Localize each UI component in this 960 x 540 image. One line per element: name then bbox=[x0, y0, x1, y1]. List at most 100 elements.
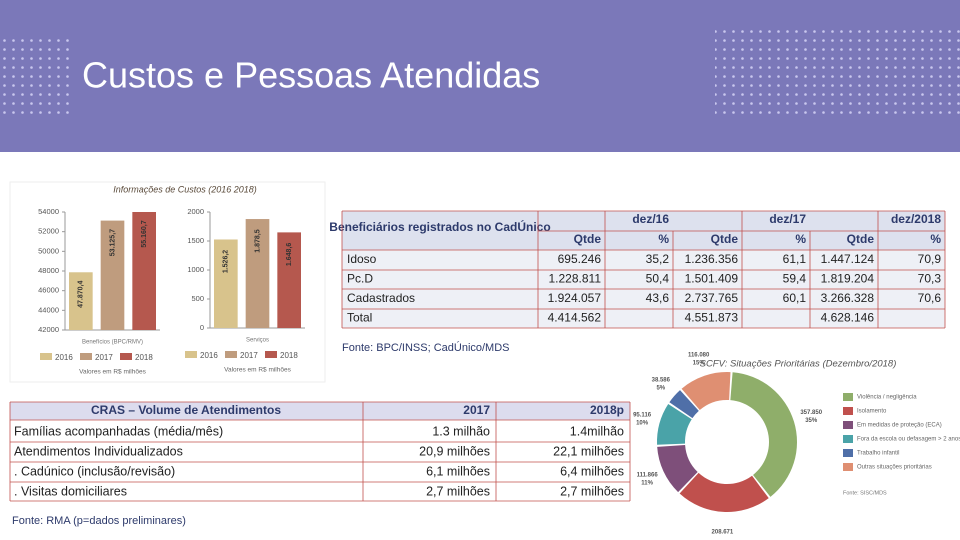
legend-label: Isolamento bbox=[857, 409, 887, 415]
subtitle: Benefícios (BPC/RMV) bbox=[82, 340, 143, 346]
table-cell: 35,2 bbox=[646, 252, 670, 266]
bar bbox=[214, 239, 238, 328]
segment-count: 357.850 bbox=[800, 410, 822, 416]
table-cell: . Cadúnico (inclusão/revisão) bbox=[14, 464, 175, 478]
legend-label: 2017 bbox=[95, 353, 113, 362]
table-cell: 22,1 milhões bbox=[553, 444, 624, 458]
table-cell: 1.3 milhão bbox=[432, 424, 490, 438]
table-cell: 1.819.204 bbox=[821, 272, 875, 286]
legend-swatch bbox=[843, 435, 853, 443]
table-title: Beneficiários registrados no CadÚnico bbox=[329, 219, 550, 234]
legend-swatch bbox=[225, 351, 237, 358]
table-cell: 2,7 milhões bbox=[560, 484, 624, 498]
donut-segment bbox=[681, 372, 731, 411]
column-header: Qtde bbox=[847, 232, 875, 246]
value-label: 1.526,2 bbox=[223, 250, 230, 273]
table-header bbox=[10, 402, 630, 420]
table-cell: Cadastrados bbox=[347, 291, 415, 305]
table-source: Fonte: BPC/INSS; CadÚnico/MDS bbox=[342, 341, 510, 354]
donut-segment bbox=[656, 404, 692, 445]
donut-segment bbox=[657, 444, 698, 493]
legend-swatch bbox=[843, 421, 853, 429]
table-cell: 2,7 milhões bbox=[426, 484, 490, 498]
table-cell: 70,9 bbox=[918, 252, 942, 266]
legend-label: 2018 bbox=[135, 353, 153, 362]
table-cell: Famílias acompanhadas (média/mês) bbox=[14, 424, 223, 438]
legend-label: 2018 bbox=[280, 351, 298, 360]
y-tick-label: 46000 bbox=[38, 286, 59, 295]
legend-label: 2016 bbox=[200, 351, 218, 360]
segment-count: 38.586 bbox=[652, 378, 671, 384]
table-cell: 4.628.146 bbox=[821, 311, 875, 325]
legend-label: 2017 bbox=[240, 351, 258, 360]
table-cell: Atendimentos Individualizados bbox=[14, 444, 183, 458]
bar bbox=[277, 232, 301, 328]
table-cell: Pc.D bbox=[347, 272, 373, 286]
chart-title: Informações de Custos (2016 2018) bbox=[113, 184, 257, 194]
table-cell: 2.737.765 bbox=[685, 291, 739, 305]
column-header: Qtde bbox=[711, 232, 739, 246]
table-cell: 1.447.124 bbox=[821, 252, 875, 266]
value-label: 1.648,6 bbox=[286, 243, 293, 266]
legend-swatch bbox=[80, 353, 92, 360]
segment-percent: 5% bbox=[656, 386, 665, 392]
y-tick-label: 48000 bbox=[38, 266, 59, 275]
table-cell: 1.236.356 bbox=[685, 252, 739, 266]
column-header: Qtde bbox=[574, 232, 602, 246]
caption: Valores em R$ milhões bbox=[79, 369, 146, 376]
legend-label: Trabalho infantil bbox=[857, 451, 899, 457]
bar bbox=[245, 219, 270, 328]
y-tick-label: 42000 bbox=[38, 325, 59, 334]
period-header: 2018p bbox=[590, 403, 624, 417]
legend-label: Fora da escola ou defasagem > 2 anos bbox=[857, 437, 960, 443]
table-cell: 43,6 bbox=[646, 291, 670, 305]
column-header: % bbox=[658, 232, 669, 246]
source: Fonte: SISC/MDS bbox=[843, 490, 887, 496]
legend-label: Violência / negligência bbox=[857, 395, 917, 401]
value-label: 53.125,7 bbox=[109, 229, 116, 256]
period-header: dez/16 bbox=[632, 212, 669, 226]
table-cell: 4.414.562 bbox=[548, 311, 602, 325]
segment-percent: 10% bbox=[636, 420, 649, 426]
chart-title: SCFV: Situações Prioritárias (Dezembro/2… bbox=[700, 359, 897, 370]
table-cell: 4.551.873 bbox=[685, 311, 739, 325]
table-cell: 1.501.409 bbox=[685, 272, 739, 286]
value-label: 1.878,5 bbox=[254, 229, 261, 252]
donut-segment bbox=[679, 472, 769, 512]
dots bbox=[715, 30, 960, 120]
segment-percent: 15% bbox=[693, 360, 706, 366]
legend-swatch bbox=[40, 353, 52, 360]
legend-swatch bbox=[185, 351, 197, 358]
y-tick-label: 52000 bbox=[38, 227, 59, 236]
donut-segment bbox=[730, 372, 797, 497]
donut-segment bbox=[669, 390, 699, 419]
table-cell: 1.924.057 bbox=[548, 291, 602, 305]
legend-swatch bbox=[843, 393, 853, 401]
y-tick-label: 500 bbox=[191, 294, 204, 303]
bars bbox=[69, 212, 156, 330]
table-cell: 6,1 milhões bbox=[426, 464, 490, 478]
segment-percent: 35% bbox=[805, 418, 818, 424]
legend-swatch bbox=[843, 463, 853, 471]
legend-swatch bbox=[843, 407, 853, 415]
y-tick-label: 50000 bbox=[38, 246, 59, 255]
bar bbox=[69, 272, 93, 330]
y-tick-label: 44000 bbox=[38, 305, 59, 314]
chart-panel bbox=[9, 181, 326, 383]
table-cell: 59,4 bbox=[783, 272, 807, 286]
table-cell: 20,9 milhões bbox=[419, 444, 490, 458]
table-cell: 61,1 bbox=[783, 252, 807, 266]
table-cell: Total bbox=[347, 311, 372, 325]
legend-swatch bbox=[120, 353, 132, 360]
segment-count: 116.080 bbox=[688, 352, 710, 358]
table-cell: 695.246 bbox=[558, 252, 602, 266]
bar bbox=[132, 212, 156, 330]
legend-label: 2016 bbox=[55, 353, 73, 362]
table-header bbox=[342, 211, 945, 250]
table-cell: 70,6 bbox=[918, 291, 942, 305]
caption: Valores em R$ milhões bbox=[224, 367, 291, 374]
segment-percent: 11% bbox=[641, 481, 653, 487]
table-cell: 60,1 bbox=[783, 291, 807, 305]
table-title: CRAS – Volume de Atendimentos bbox=[91, 403, 281, 417]
